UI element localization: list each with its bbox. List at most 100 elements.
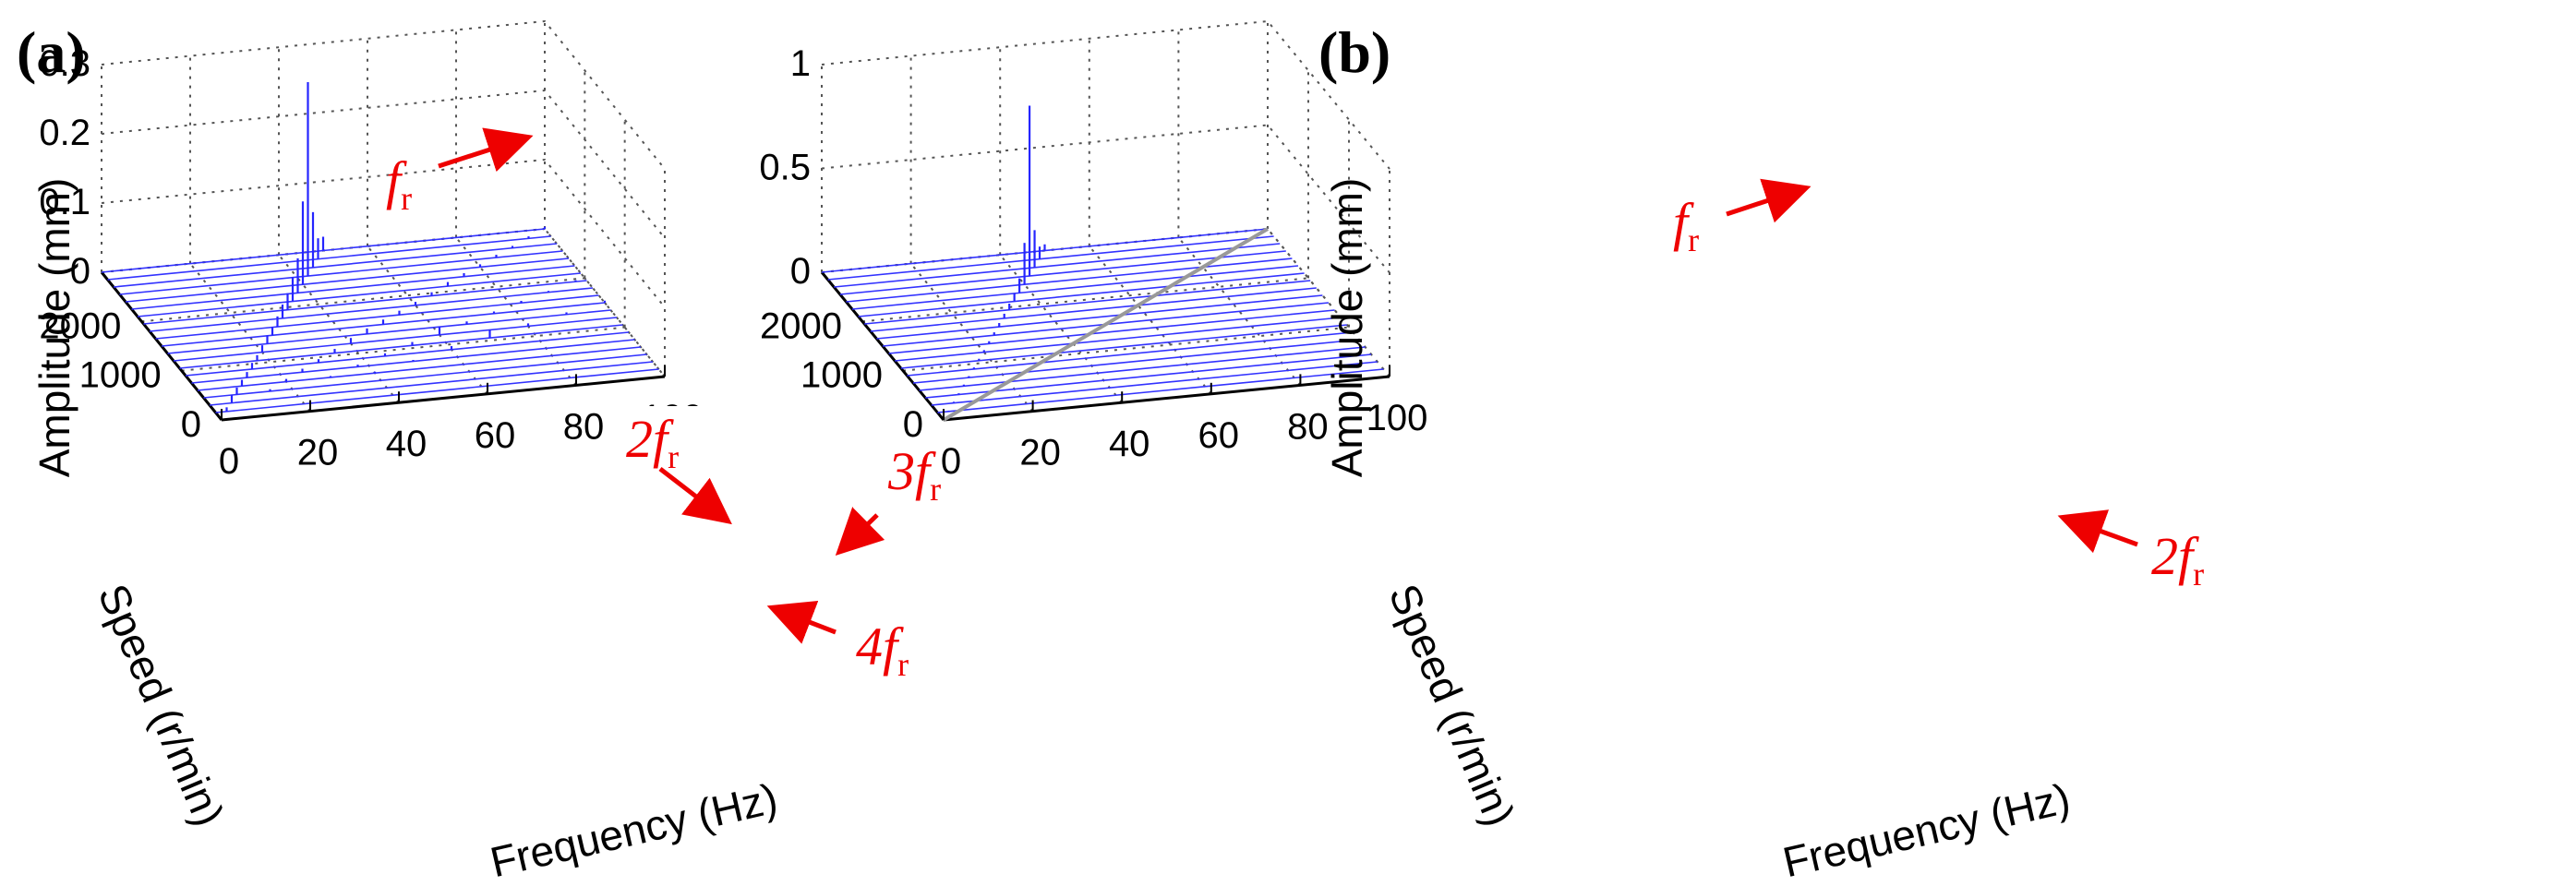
spectrum-slice	[203, 353, 647, 399]
spectrum-slice	[143, 280, 587, 325]
annot-a-fr-arrow	[438, 127, 534, 173]
b-ztick-label: 0	[790, 251, 811, 292]
b-ztick-label: 0.5	[759, 148, 811, 188]
a-ztick-label: 0	[70, 251, 90, 292]
annot-a-fr-sub: r	[401, 180, 412, 217]
b-xtick-label: 60	[1198, 415, 1240, 456]
annot-a-fr: fr	[386, 127, 534, 217]
spectrum-slice	[900, 324, 1347, 369]
b-ztick-label: 1	[790, 43, 811, 84]
panel-a-xlabel: Frequency (Hz)	[486, 773, 782, 886]
a-zgrid-line	[101, 158, 666, 308]
spectrum-slice	[851, 265, 1299, 310]
a-xaxis-line	[221, 375, 666, 422]
b-xtick-label: 20	[1019, 433, 1061, 473]
b-zgrid-line	[821, 19, 1390, 170]
spectrum-slice	[167, 309, 611, 354]
svg-text:3fr: 3fr	[887, 441, 941, 508]
spectrum-slice	[846, 257, 1293, 303]
spectrum-slice	[125, 257, 570, 303]
a-xgrid-floor	[278, 254, 400, 403]
spectrum-slice	[197, 346, 642, 391]
spectrum-slice	[131, 265, 575, 310]
annot-a-2fr-sub: r	[668, 438, 679, 475]
panel-a: (a) 00.10.20.3020406080100010002000 Ampl…	[17, 19, 979, 886]
panel-b-2fr-reference-line	[942, 227, 1270, 422]
panel-a-zlabel: Amplitude (mm)	[30, 178, 78, 478]
b-xgrid-floor	[1089, 245, 1212, 395]
annot-b-2fr-sub: r	[2193, 556, 2204, 593]
b-xaxis-line	[943, 375, 1390, 422]
spectrum-slice	[119, 250, 563, 295]
panel-b-xlabel: Frequency (Hz)	[1778, 773, 2075, 886]
spectrum-slice	[209, 361, 654, 406]
a-ztick-label: 0.2	[39, 113, 90, 153]
annot-a-3fr: 3fr	[835, 438, 979, 556]
spectrum-slice	[888, 309, 1335, 354]
a-xtick-label: 60	[475, 415, 516, 456]
a-ytick-label: 2000	[39, 305, 121, 346]
annot-b-2fr-arrow	[2057, 509, 2138, 554]
annot-a-4fr: 4fr	[766, 601, 946, 683]
a-xgrid-floor	[367, 245, 488, 395]
spectrum-slice	[937, 368, 1384, 413]
b-ygrid-floor	[861, 277, 1309, 323]
spectrum-slice	[173, 317, 618, 362]
spectrum-slice	[834, 243, 1281, 288]
annot-a-4fr-label: 4f	[856, 617, 904, 676]
spectrum-slice	[925, 353, 1372, 399]
annot-a-3fr-label: 3f	[887, 441, 936, 501]
svg-text:2fr: 2fr	[626, 409, 679, 475]
annot-b-fr-sub: r	[1688, 222, 1699, 258]
panel-a-letter: (a)	[17, 19, 86, 85]
a-xgrid-floor	[544, 228, 666, 377]
spectrum-slice	[912, 339, 1360, 384]
spectrum-slice	[858, 272, 1305, 317]
spectrum-slice	[907, 331, 1354, 377]
spectrum-slice	[215, 368, 659, 413]
spectrum-slice	[185, 331, 630, 377]
annot-a-4fr-arrow	[766, 601, 837, 644]
annot-b-fr: fr	[1673, 178, 1812, 258]
spectrum-slice	[113, 243, 558, 288]
a-ytick-label: 1000	[79, 355, 162, 396]
panel-b-letter: (b)	[1318, 19, 1390, 85]
a-xtick-label: 80	[563, 406, 605, 447]
annot-a-2fr: 2fr	[614, 406, 732, 525]
a-ygrid-floor	[181, 326, 625, 372]
spectrum-slice	[155, 294, 599, 340]
annot-a-3fr-sub: r	[930, 471, 941, 508]
annot-a-2fr-arrow	[658, 467, 732, 525]
b-ytick-label: 0	[903, 404, 923, 445]
b-ygrid-floor	[902, 326, 1350, 372]
panel-b-ylabel: Speed (r/min)	[1379, 577, 1524, 832]
spectrum-slice	[137, 272, 582, 317]
panel-a-slices	[101, 82, 659, 413]
spectrum-slice	[179, 324, 623, 369]
reference-line-2fr	[942, 227, 1270, 422]
spectrum-slice	[827, 235, 1274, 281]
annot-a-3fr-arrow	[835, 507, 885, 556]
annot-a-2fr-label: 2f	[626, 409, 674, 469]
b-xgrid-floor	[1177, 236, 1302, 387]
a-ygrid-floor	[141, 277, 585, 323]
a-zgrid-line	[101, 19, 666, 170]
a-xtick-label: 20	[297, 433, 339, 473]
a-xgrid-floor	[455, 236, 577, 387]
annot-b-fr-arrow	[1726, 178, 1812, 223]
spectrum-slice	[149, 287, 594, 332]
b-xgrid-floor	[1267, 228, 1390, 377]
svg-text:2fr: 2fr	[2151, 526, 2204, 593]
spectrum-slice	[876, 294, 1323, 340]
panel-b-zlabel: Amplitude (mm)	[1323, 178, 1371, 478]
spectrum-slice	[107, 235, 551, 281]
spectrum-slice	[870, 287, 1317, 332]
svg-text:4fr: 4fr	[856, 617, 909, 683]
a-xtick-label: 40	[386, 424, 427, 464]
a-zgrid-line	[101, 89, 666, 239]
panel-a-ylabel: Speed (r/min)	[89, 577, 234, 832]
a-zgrid-line	[101, 227, 666, 377]
panel-b-slices	[821, 105, 1384, 413]
